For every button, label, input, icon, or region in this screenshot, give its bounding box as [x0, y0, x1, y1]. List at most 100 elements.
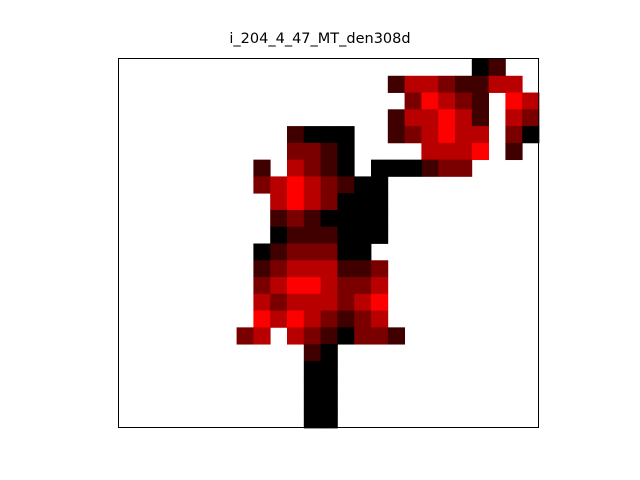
heatmap-cell: [337, 126, 355, 144]
heatmap-cell: [320, 126, 338, 144]
heatmap-cell: [438, 159, 456, 177]
heatmap-cell: [320, 243, 338, 261]
heatmap-cell: [421, 126, 439, 144]
heatmap-cell: [404, 75, 422, 93]
heatmap-cell: [337, 277, 355, 295]
heatmap-cell: [270, 277, 288, 295]
heatmap-cell: [303, 277, 321, 295]
heatmap-cell: [371, 327, 389, 345]
heatmap-cell: [287, 277, 305, 295]
heatmap-cell: [337, 209, 355, 228]
heatmap-cell: [303, 176, 321, 194]
heatmap-cell: [522, 109, 540, 127]
heatmap-cell: [320, 176, 338, 194]
heatmap-cell: [337, 293, 355, 311]
heatmap-cell: [320, 159, 338, 177]
heatmap-cell: [287, 126, 305, 144]
heatmap-cell: [320, 293, 338, 311]
heatmap-cell: [270, 310, 288, 328]
heatmap-cell: [471, 142, 489, 161]
heatmap-cell: [471, 92, 489, 110]
heatmap-cell: [287, 260, 305, 278]
heatmap-cell: [320, 260, 338, 278]
heatmap-cell: [303, 193, 321, 211]
heatmap-cell: [354, 293, 372, 311]
heatmap-cell: [505, 75, 523, 93]
heatmap-cell: [287, 193, 305, 211]
heatmap-cell: [320, 327, 338, 345]
plot-frame: [118, 58, 539, 428]
heatmap-cell: [387, 109, 405, 127]
heatmap-cell: [455, 75, 473, 93]
heatmap-cell: [371, 209, 389, 228]
heatmap-cell: [404, 92, 422, 110]
heatmap-cell: [253, 159, 271, 177]
heatmap-cell: [354, 226, 372, 244]
heatmap-cell: [337, 310, 355, 328]
heatmap-cell: [371, 293, 389, 311]
heatmap-cell: [337, 193, 355, 211]
heatmap-cell: [270, 176, 288, 194]
heatmap-cell: [438, 92, 456, 110]
heatmap-cell: [236, 327, 254, 345]
heatmap-cell: [404, 109, 422, 127]
heatmap-cell: [371, 226, 389, 244]
heatmap-cell: [455, 126, 473, 144]
heatmap-cell: [320, 226, 338, 244]
heatmap-cell: [471, 75, 489, 93]
heatmap-cell: [303, 293, 321, 311]
heatmap-cell: [471, 126, 489, 144]
heatmap-cell: [455, 109, 473, 127]
heatmap-cell: [303, 411, 321, 429]
heatmap-cell: [471, 109, 489, 127]
heatmap-cell: [287, 209, 305, 228]
heatmap-cell: [421, 142, 439, 161]
heatmap-cell: [337, 142, 355, 161]
heatmap-cell: [287, 293, 305, 311]
heatmap-cell: [320, 394, 338, 412]
heatmap-cell: [354, 310, 372, 328]
heatmap-cell: [354, 260, 372, 278]
heatmap-cell: [404, 126, 422, 144]
heatmap-cell: [337, 176, 355, 194]
heatmap-cell: [421, 92, 439, 110]
heatmap-cell: [438, 75, 456, 93]
heatmap-cell: [320, 193, 338, 211]
heatmap-cell: [387, 126, 405, 144]
heatmap-cell: [354, 209, 372, 228]
heatmap-cell: [354, 277, 372, 295]
heatmap-cell: [421, 109, 439, 127]
heatmap-cell: [455, 159, 473, 177]
heatmap-cell: [253, 293, 271, 311]
heatmap-cell: [404, 159, 422, 177]
heatmap-cell: [488, 59, 506, 77]
heatmap-cell: [253, 260, 271, 278]
heatmap-cell: [337, 159, 355, 177]
heatmap-cell: [387, 159, 405, 177]
heatmap-cell: [337, 327, 355, 345]
heatmap-cell: [270, 209, 288, 228]
heatmap-cell: [354, 243, 372, 261]
heatmap-cell: [505, 109, 523, 127]
heatmap-cell: [371, 277, 389, 295]
heatmap-cell: [303, 226, 321, 244]
heatmap-cell: [253, 176, 271, 194]
heatmap-cell: [421, 75, 439, 93]
heatmap-cell: [320, 344, 338, 362]
heatmap-cell: [287, 159, 305, 177]
heatmap-cell: [320, 377, 338, 395]
heatmap-cell: [303, 377, 321, 395]
heatmap-cell: [421, 159, 439, 177]
chart-title: i_204_4_47_MT_den308d: [229, 31, 411, 47]
heatmap-cell: [253, 277, 271, 295]
heatmap-cell: [337, 243, 355, 261]
heatmap-cell: [303, 310, 321, 328]
heatmap-cell: [287, 176, 305, 194]
heatmap-cell: [438, 126, 456, 144]
heatmap-cell: [522, 92, 540, 110]
heatmap-cell: [287, 226, 305, 244]
heatmap-cell: [320, 310, 338, 328]
heatmap-cell: [253, 310, 271, 328]
heatmap-cell: [303, 209, 321, 228]
